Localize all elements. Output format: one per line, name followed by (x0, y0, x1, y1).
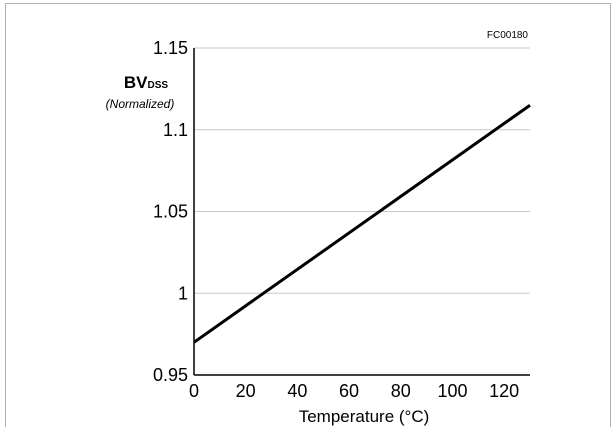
y-tick-label: 1.05 (153, 202, 188, 222)
y-axis-label-subscript: DSS (148, 80, 169, 91)
y-axis-label: BVDSS (124, 73, 169, 92)
x-tick-label: 100 (437, 381, 467, 401)
y-tick-label: 1.15 (153, 38, 188, 58)
x-tick-label: 120 (489, 381, 519, 401)
x-axis-label: Temperature (°C) (299, 407, 430, 426)
x-tick-label: 60 (339, 381, 359, 401)
y-tick-label: 0.95 (153, 365, 188, 385)
grid-layer (194, 47, 530, 294)
x-tick-label: 40 (287, 381, 307, 401)
y-axis-label-main: BV (124, 73, 148, 92)
y-tick-label: 1.1 (163, 120, 188, 140)
x-tick-label: 0 (189, 381, 199, 401)
series-line (193, 103, 531, 344)
y-tick-label: 1 (178, 283, 188, 303)
series-layer (193, 103, 531, 344)
y-axis-note: (Normalized) (106, 97, 175, 111)
axis-layer (193, 48, 530, 376)
figure-code: FC00180 (487, 30, 529, 41)
x-tick-label: 20 (236, 381, 256, 401)
chart-frame: 0.95 1 1.05 1.1 1.15 0 20 40 60 80 100 120 FC00180 … (5, 3, 611, 427)
x-tick-label: 80 (391, 381, 411, 401)
label-layer: 0.95 1 1.05 1.1 1.15 0 20 40 60 80 100 120 (153, 38, 519, 401)
